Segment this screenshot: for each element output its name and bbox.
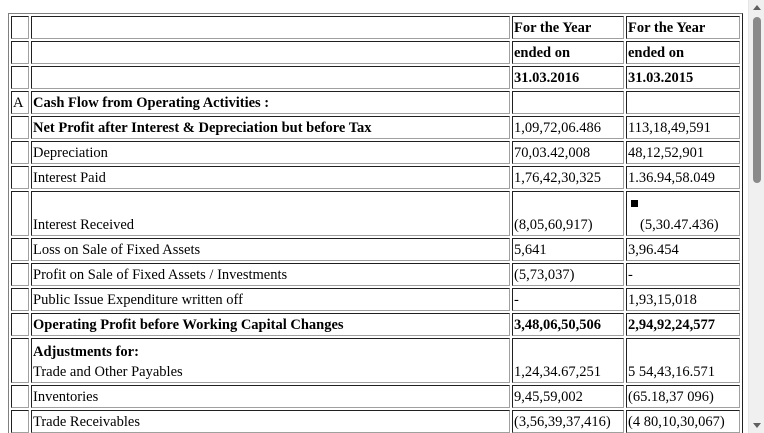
- index-cell: [11, 313, 29, 336]
- row-value-previous: 48,12,52,901: [626, 141, 740, 164]
- table-row: Adjustments for: Trade and Other Payable…: [11, 338, 740, 383]
- section-index: A: [11, 91, 29, 114]
- row-label: Inventories: [31, 385, 510, 408]
- scrollbar-thumb[interactable]: [753, 17, 761, 183]
- table-row: Net Profit after Interest & Depreciation…: [11, 116, 740, 139]
- index-cell: [11, 66, 29, 89]
- index-cell: [11, 385, 29, 408]
- table-row: Trade Receivables (3,56,39,37,416) (4 80…: [11, 410, 740, 433]
- row-value-current: 1,24,34.67,251: [512, 338, 624, 383]
- table-row: Profit on Sale of Fixed Assets / Investm…: [11, 263, 740, 286]
- row-value-current: (3,56,39,37,416): [512, 410, 624, 433]
- header-previous-year: For the Year: [626, 16, 740, 39]
- row-label: Operating Profit before Working Capital …: [31, 313, 510, 336]
- row-value-previous: 3,96.454: [626, 238, 740, 261]
- row-value-previous: -: [626, 263, 740, 286]
- table-row: Depreciation 70,03.42,008 48,12,52,901: [11, 141, 740, 164]
- row-value-previous: 1,93,15,018: [626, 288, 740, 311]
- row-label: Trade Receivables: [31, 410, 510, 433]
- row-value-current: 1,09,72,06.486: [512, 116, 624, 139]
- row-value-current: 5,641: [512, 238, 624, 261]
- index-cell: [11, 338, 29, 383]
- row-value-previous: 2,94,92,24,577: [626, 313, 740, 336]
- header-row-1: For the Year For the Year: [11, 16, 740, 39]
- row-value-current: 9,45,59,002: [512, 385, 624, 408]
- index-cell: [11, 116, 29, 139]
- row-value-current: 70,03.42,008: [512, 141, 624, 164]
- vertical-scrollbar[interactable]: [748, 0, 764, 433]
- empty-cell: [626, 91, 740, 114]
- row-label: Profit on Sale of Fixed Assets / Investm…: [31, 263, 510, 286]
- index-cell: [11, 141, 29, 164]
- section-title: Cash Flow from Operating Activities :: [31, 91, 510, 114]
- table-row: Inventories 9,45,59,002 (65.18,37 096): [11, 385, 740, 408]
- index-cell: [11, 191, 29, 236]
- row-label: Interest Received: [31, 191, 510, 236]
- cash-flow-table: For the Year For the Year ended on ended…: [8, 13, 743, 433]
- square-bullet-icon: [631, 200, 638, 207]
- row-value-previous-cell: (5,30.47.436): [626, 191, 740, 236]
- particulars-cell: [31, 41, 510, 64]
- row-label-cell: Adjustments for: Trade and Other Payable…: [31, 338, 510, 383]
- index-cell: [11, 263, 29, 286]
- row-value-previous: 113,18,49,591: [626, 116, 740, 139]
- document-viewport: For the Year For the Year ended on ended…: [8, 13, 743, 433]
- empty-cell: [512, 91, 624, 114]
- table-row: Interest Received (8,05,60,917) (5,30.47…: [11, 191, 740, 236]
- row-value-current: (5,73,037): [512, 263, 624, 286]
- row-value-current: (8,05,60,917): [512, 191, 624, 236]
- row-label: Trade and Other Payables: [33, 364, 183, 380]
- table-row: Interest Paid 1,76,42,30,325 1.36.94,58.…: [11, 166, 740, 189]
- index-cell: [11, 41, 29, 64]
- row-value-previous: (65.18,37 096): [626, 385, 740, 408]
- row-value-previous: (5,30.47.436): [640, 217, 719, 233]
- table-row: Public Issue Expenditure written off - 1…: [11, 288, 740, 311]
- row-label: Depreciation: [31, 141, 510, 164]
- row-label: Public Issue Expenditure written off: [31, 288, 510, 311]
- section-row: A Cash Flow from Operating Activities :: [11, 91, 740, 114]
- header-current-ended: ended on: [512, 41, 624, 64]
- row-value-current: 3,48,06,50,506: [512, 313, 624, 336]
- index-cell: [11, 238, 29, 261]
- header-current-year: For the Year: [512, 16, 624, 39]
- row-value-previous: 1.36.94,58.049: [626, 166, 740, 189]
- arrow-up-icon[interactable]: [753, 5, 761, 10]
- row-value-previous: (4 80,10,30,067): [626, 410, 740, 433]
- header-previous-date: 31.03.2015: [626, 66, 740, 89]
- table-row: Operating Profit before Working Capital …: [11, 313, 740, 336]
- header-previous-ended: ended on: [626, 41, 740, 64]
- adjustments-heading: Adjustments for:: [33, 344, 139, 360]
- header-row-3: 31.03.2016 31.03.2015: [11, 66, 740, 89]
- row-value-current: -: [512, 288, 624, 311]
- arrow-down-icon[interactable]: [753, 423, 761, 428]
- row-value-previous: 5 54,43,16.571: [626, 338, 740, 383]
- index-cell: [11, 410, 29, 433]
- row-value-current: 1,76,42,30,325: [512, 166, 624, 189]
- table-row: Loss on Sale of Fixed Assets 5,641 3,96.…: [11, 238, 740, 261]
- index-cell: [11, 166, 29, 189]
- header-current-date: 31.03.2016: [512, 66, 624, 89]
- row-label: Net Profit after Interest & Depreciation…: [31, 116, 510, 139]
- particulars-cell: [31, 66, 510, 89]
- index-cell: [11, 288, 29, 311]
- row-label: Loss on Sale of Fixed Assets: [31, 238, 510, 261]
- row-label: Interest Paid: [31, 166, 510, 189]
- particulars-cell: [31, 16, 510, 39]
- header-row-2: ended on ended on: [11, 41, 740, 64]
- index-cell: [11, 16, 29, 39]
